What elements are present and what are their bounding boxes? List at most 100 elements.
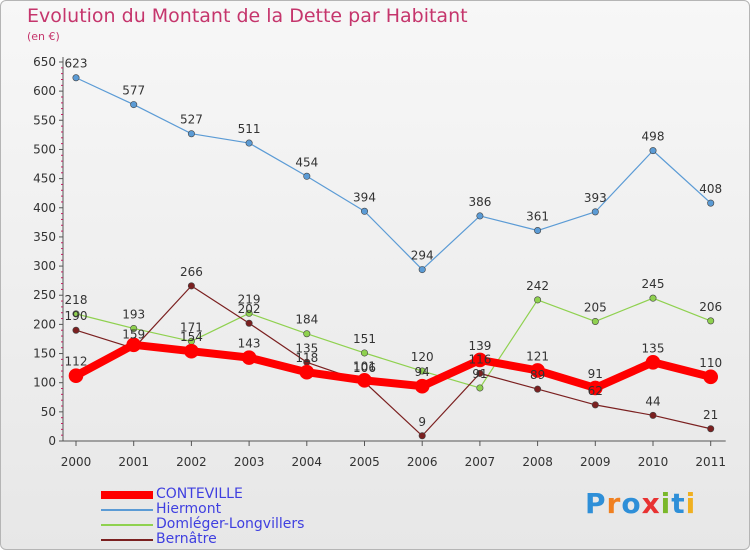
y-tick-label: 100 <box>33 376 56 390</box>
data-point-conteville <box>126 337 141 353</box>
data-point-hiermont <box>707 199 715 207</box>
y-tick-label: 150 <box>33 347 56 361</box>
data-point-conteville <box>645 354 661 370</box>
y-tick-label: 350 <box>33 230 56 244</box>
data-label-conteville: 139 <box>468 339 491 353</box>
legend-swatch <box>101 490 153 499</box>
data-label-doml-ger-longvillers: 91 <box>472 367 487 381</box>
data-point-doml-ger-longvillers <box>360 349 368 357</box>
data-label-conteville: 110 <box>699 356 722 370</box>
legend-swatch <box>101 508 153 511</box>
data-label-hiermont: 498 <box>642 130 665 144</box>
data-point-hiermont <box>591 208 599 216</box>
data-point-bern-tre <box>649 411 657 419</box>
y-tick-label: 500 <box>33 142 56 156</box>
data-label-conteville: 112 <box>65 355 88 369</box>
legend-swatch <box>101 523 153 526</box>
data-label-hiermont: 511 <box>238 122 261 136</box>
logo-letter: r <box>606 487 622 520</box>
data-point-doml-ger-longvillers <box>476 384 484 392</box>
data-point-hiermont <box>418 266 426 274</box>
data-point-conteville <box>587 380 603 396</box>
legend-label: CONTEVILLE <box>156 486 243 502</box>
data-label-bern-tre: 9 <box>418 415 426 429</box>
data-label-bern-tre: 106 <box>353 361 376 375</box>
data-label-hiermont: 454 <box>295 155 318 169</box>
data-label-hiermont: 386 <box>468 195 491 209</box>
data-label-hiermont: 294 <box>411 249 434 263</box>
data-label-doml-ger-longvillers: 171 <box>180 320 203 334</box>
x-tick-label: 2011 <box>695 455 726 469</box>
legend-label: Domléger-Longvillers <box>156 516 305 532</box>
data-point-doml-ger-longvillers <box>245 309 253 317</box>
data-label-bern-tre: 135 <box>295 341 318 355</box>
series-line-hiermont <box>75 77 712 271</box>
data-point-bern-tre <box>187 282 195 290</box>
y-tick-label: 550 <box>33 113 56 127</box>
data-label-conteville: 135 <box>642 341 665 355</box>
data-label-hiermont: 393 <box>584 191 607 205</box>
x-tick-label: 2007 <box>465 455 496 469</box>
data-point-hiermont <box>534 227 542 235</box>
legend-swatch <box>101 538 153 541</box>
y-tick-label: 50 <box>41 405 56 419</box>
data-point-bern-tre <box>72 326 80 334</box>
data-label-bern-tre: 21 <box>703 408 718 422</box>
data-label-conteville: 143 <box>238 337 261 351</box>
data-label-doml-ger-longvillers: 193 <box>122 307 145 321</box>
data-label-bern-tre: 159 <box>122 327 145 341</box>
y-tick-label: 200 <box>33 317 56 331</box>
data-point-conteville <box>472 352 488 368</box>
data-point-doml-ger-longvillers <box>534 296 542 304</box>
y-tick-label: 400 <box>33 201 56 215</box>
data-point-conteville <box>414 378 430 394</box>
data-label-conteville: 94 <box>415 365 430 379</box>
x-tick-label: 2010 <box>638 455 669 469</box>
data-point-hiermont <box>130 101 138 109</box>
chart-title: Evolution du Montant de la Dette par Hab… <box>27 5 468 27</box>
data-label-bern-tre: 202 <box>238 302 261 316</box>
logo-letter: P <box>585 487 607 520</box>
data-label-hiermont: 527 <box>180 113 203 127</box>
logo-letter: t <box>671 487 686 520</box>
data-point-hiermont <box>649 147 657 155</box>
data-label-doml-ger-longvillers: 206 <box>699 300 722 314</box>
data-point-hiermont <box>303 172 311 180</box>
data-point-conteville <box>241 350 257 365</box>
data-label-bern-tre: 89 <box>530 368 545 382</box>
series-line-conteville <box>74 340 712 392</box>
data-label-hiermont: 361 <box>526 210 549 224</box>
y-tick-label: 250 <box>33 288 56 302</box>
data-label-bern-tre: 266 <box>180 265 203 279</box>
logo-letter: i <box>685 487 697 520</box>
data-label-conteville: 91 <box>588 367 603 381</box>
data-label-doml-ger-longvillers: 242 <box>526 279 549 293</box>
data-point-bern-tre <box>591 401 599 409</box>
x-tick-label: 2005 <box>349 455 380 469</box>
data-point-conteville <box>184 343 199 359</box>
y-tick-label: 600 <box>33 84 56 98</box>
data-label-doml-ger-longvillers: 205 <box>584 300 607 314</box>
legend-label: Bernâtre <box>156 531 217 547</box>
chart-subtitle: (en €) <box>27 30 60 43</box>
data-point-doml-ger-longvillers <box>130 324 138 332</box>
proxiti-logo: Proxiti <box>585 487 696 520</box>
x-tick-label: 2004 <box>292 455 323 469</box>
data-point-doml-ger-longvillers <box>591 317 599 325</box>
data-label-hiermont: 577 <box>122 84 145 98</box>
data-point-hiermont <box>245 139 253 147</box>
y-tick-label: 300 <box>33 259 56 273</box>
x-tick-label: 2003 <box>234 455 265 469</box>
data-point-hiermont <box>476 212 484 220</box>
data-label-doml-ger-longvillers: 219 <box>238 292 261 306</box>
data-label-conteville: 101 <box>353 359 376 373</box>
data-point-conteville <box>357 373 372 388</box>
data-label-doml-ger-longvillers: 120 <box>411 350 434 364</box>
data-label-conteville: 154 <box>180 330 203 344</box>
data-point-hiermont <box>72 74 80 82</box>
x-tick-label: 2000 <box>61 455 92 469</box>
logo-letter: x <box>641 487 661 520</box>
data-point-conteville <box>703 369 719 385</box>
